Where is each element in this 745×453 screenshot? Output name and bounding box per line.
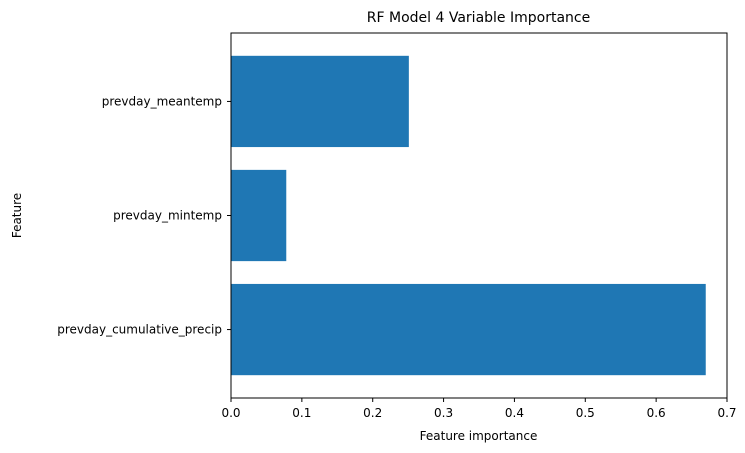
x-tick-label: 0.7 xyxy=(717,406,736,420)
x-tick-label: 0.1 xyxy=(292,406,311,420)
bars-group xyxy=(231,55,706,376)
y-axis-ticks: prevday_cumulative_precip prevday_mintemp… xyxy=(57,94,231,337)
x-tick-label: 0.4 xyxy=(505,406,524,420)
x-tick-label: 0.3 xyxy=(434,406,453,420)
x-axis-label: Feature importance xyxy=(420,429,538,443)
x-tick-label: 0.5 xyxy=(576,406,595,420)
chart-title: RF Model 4 Variable Importance xyxy=(367,10,590,26)
x-tick-label: 0.2 xyxy=(363,406,382,420)
y-tick-label: prevday_meantemp xyxy=(102,94,222,108)
y-axis-label: Feature xyxy=(10,193,24,238)
bar-prevday_meantemp xyxy=(231,55,409,148)
bar-prevday_mintemp xyxy=(231,169,287,262)
y-tick-label: prevday_cumulative_precip xyxy=(57,323,222,337)
bar-prevday_cumulative_precip xyxy=(231,283,706,376)
x-tick-label: 0.6 xyxy=(647,406,666,420)
x-axis-ticks: 0.0 0.1 0.2 0.3 0.4 0.5 0.6 0.7 xyxy=(221,398,737,420)
y-tick-label: prevday_mintemp xyxy=(113,209,222,223)
x-tick-label: 0.0 xyxy=(221,406,240,420)
